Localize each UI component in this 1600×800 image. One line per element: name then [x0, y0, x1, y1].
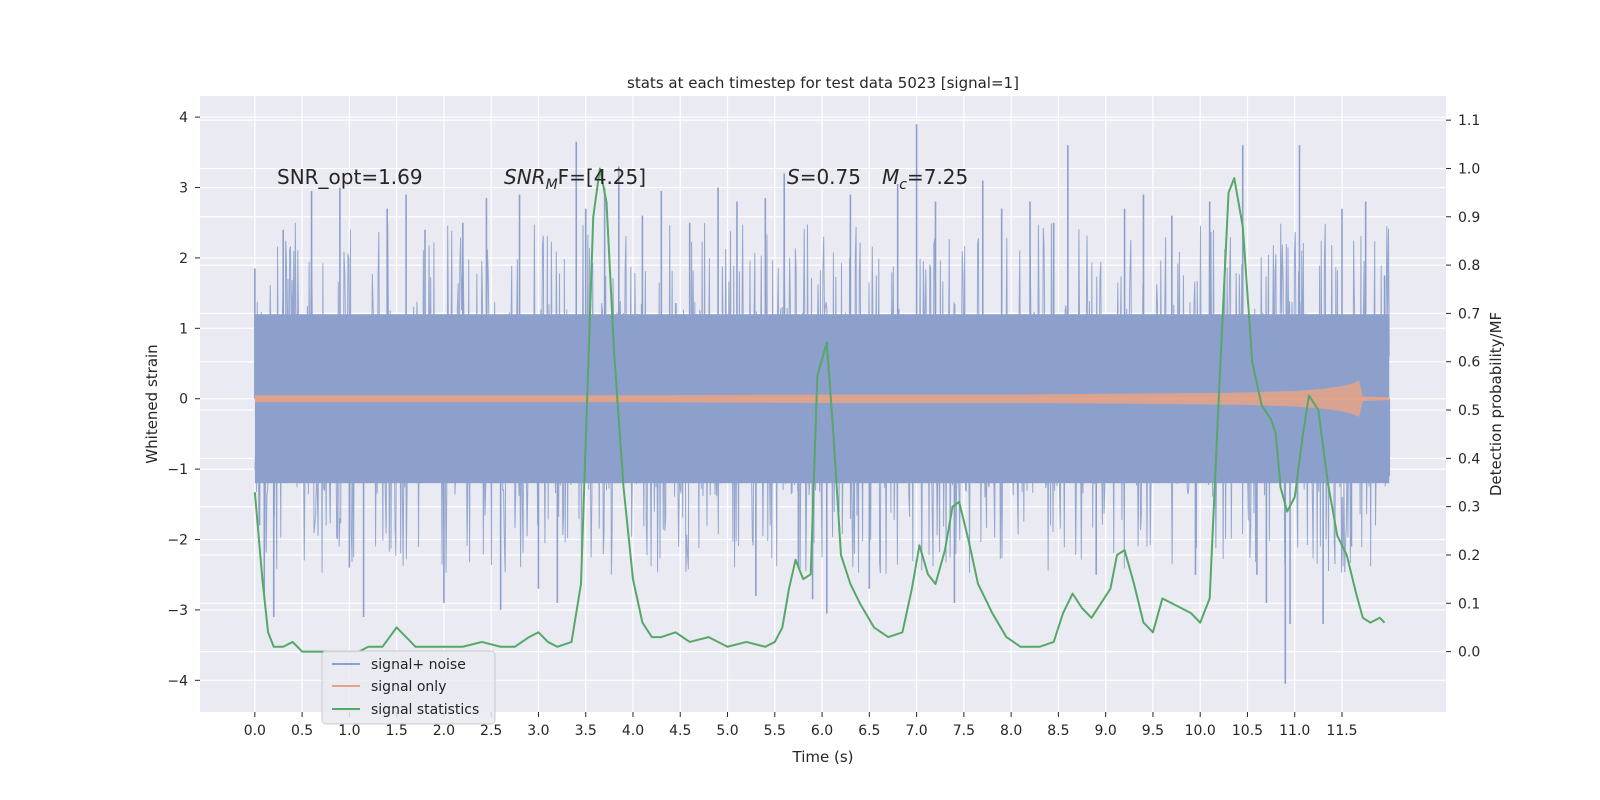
- annotation-s-tail: =0.75: [800, 165, 861, 189]
- series-layer: [253, 124, 1391, 684]
- y-tick-label: 3: [179, 181, 188, 197]
- x-tick-label: 3.0: [527, 723, 549, 739]
- x-tick-label: 2.0: [433, 723, 455, 739]
- y2-tick-label: 0.3: [1458, 500, 1480, 516]
- x-tick-label: 6.5: [858, 723, 880, 739]
- x-tick-label: 1.0: [338, 723, 360, 739]
- x-tick-label: 6.0: [811, 723, 833, 739]
- annotation-mc: Mc=7.25: [882, 165, 968, 193]
- annotation-snr-mf-tail: F=[4.25]: [558, 165, 646, 189]
- annotation-snr-mf: SNRMF=[4.25]: [504, 165, 646, 193]
- x-tick-label: 9.0: [1095, 723, 1117, 739]
- y-axis-label: Whitened strain: [143, 344, 161, 463]
- x-tick-label: 4.0: [622, 723, 644, 739]
- annotation-snr-mf-main: SNR: [504, 165, 546, 189]
- x-tick-label: 5.5: [764, 723, 786, 739]
- x-tick-label: 8.5: [1047, 723, 1069, 739]
- y-axis: −4 −3 −2 −1 0 1 2 3 4: [167, 110, 200, 689]
- x-tick-label: 0.0: [244, 723, 266, 739]
- y-tick-label: −1: [167, 462, 188, 478]
- annotation-s: S=0.75: [787, 165, 861, 189]
- chart-title: stats at each timestep for test data 502…: [627, 74, 1019, 92]
- y-tick-label: −2: [167, 533, 188, 549]
- x-tick-label: 0.5: [291, 723, 313, 739]
- legend-label-signal-statistics: signal statistics: [371, 702, 479, 718]
- annotation-mc-tail: =7.25: [907, 165, 968, 189]
- x-tick-label: 3.5: [575, 723, 597, 739]
- x-tick-label: 4.5: [669, 723, 691, 739]
- y2-tick-label: 0.7: [1458, 306, 1480, 322]
- x-tick-label: 8.0: [1000, 723, 1022, 739]
- y2-tick-label: 0.6: [1458, 355, 1480, 371]
- legend-box: [321, 650, 496, 725]
- x-tick-label: 5.0: [716, 723, 738, 739]
- x-tick-label: 7.0: [905, 723, 927, 739]
- y2-tick-label: 0.0: [1458, 645, 1480, 661]
- legend: signal+ noise signal only signal statist…: [321, 650, 496, 725]
- annotation-mc-main: M: [882, 165, 899, 189]
- legend-label-signal-noise: signal+ noise: [371, 657, 466, 673]
- x-tick-label: 11.0: [1279, 723, 1310, 739]
- y2-tick-label: 0.4: [1458, 451, 1480, 467]
- y-tick-label: −4: [167, 673, 188, 689]
- x-tick-label: 7.5: [953, 723, 975, 739]
- y2-axis: 0.0 0.1 0.2 0.3 0.4 0.5 0.6 0.7 0.8 0.9 1.0 1.1: [1446, 113, 1480, 661]
- annotation-snr-opt: SNR_opt=1.69: [277, 165, 423, 189]
- y-tick-label: 1: [179, 321, 188, 337]
- y-tick-label: 0: [179, 392, 188, 408]
- x-tick-label: 10.5: [1232, 723, 1263, 739]
- x-tick-label: 9.5: [1142, 723, 1164, 739]
- y-tick-label: 4: [179, 110, 188, 126]
- x-axis-label: Time (s): [792, 748, 854, 766]
- y2-tick-label: 1.1: [1458, 113, 1480, 129]
- x-tick-label: 2.5: [480, 723, 502, 739]
- series-signal-statistics: [253, 167, 1386, 653]
- legend-label-signal-only: signal only: [371, 679, 446, 695]
- y2-tick-label: 0.9: [1458, 210, 1480, 226]
- x-tick-label: 11.5: [1326, 723, 1357, 739]
- y2-tick-label: 0.5: [1458, 403, 1480, 419]
- x-axis: 0.0 0.5 1.0 1.5 2.0 2.5 3.0 3.5 4.0 4.5 5.0 5.5 6.0 6…: [244, 712, 1358, 739]
- x-tick-label: 1.5: [386, 723, 408, 739]
- y-tick-label: 2: [179, 251, 188, 267]
- y-tick-label: −3: [167, 603, 188, 619]
- annotation-snr-mf-sub: M: [546, 177, 558, 193]
- y2-tick-label: 0.2: [1458, 548, 1480, 564]
- y2-tick-label: 0.8: [1458, 258, 1480, 274]
- y2-axis-label: Detection probability/MF: [1487, 312, 1505, 496]
- y2-tick-label: 1.0: [1458, 161, 1480, 177]
- annotation-mc-sub: c: [899, 177, 907, 193]
- annotation-s-main: S: [787, 165, 800, 189]
- x-tick-label: 10.0: [1185, 723, 1216, 739]
- y2-tick-label: 0.1: [1458, 596, 1480, 612]
